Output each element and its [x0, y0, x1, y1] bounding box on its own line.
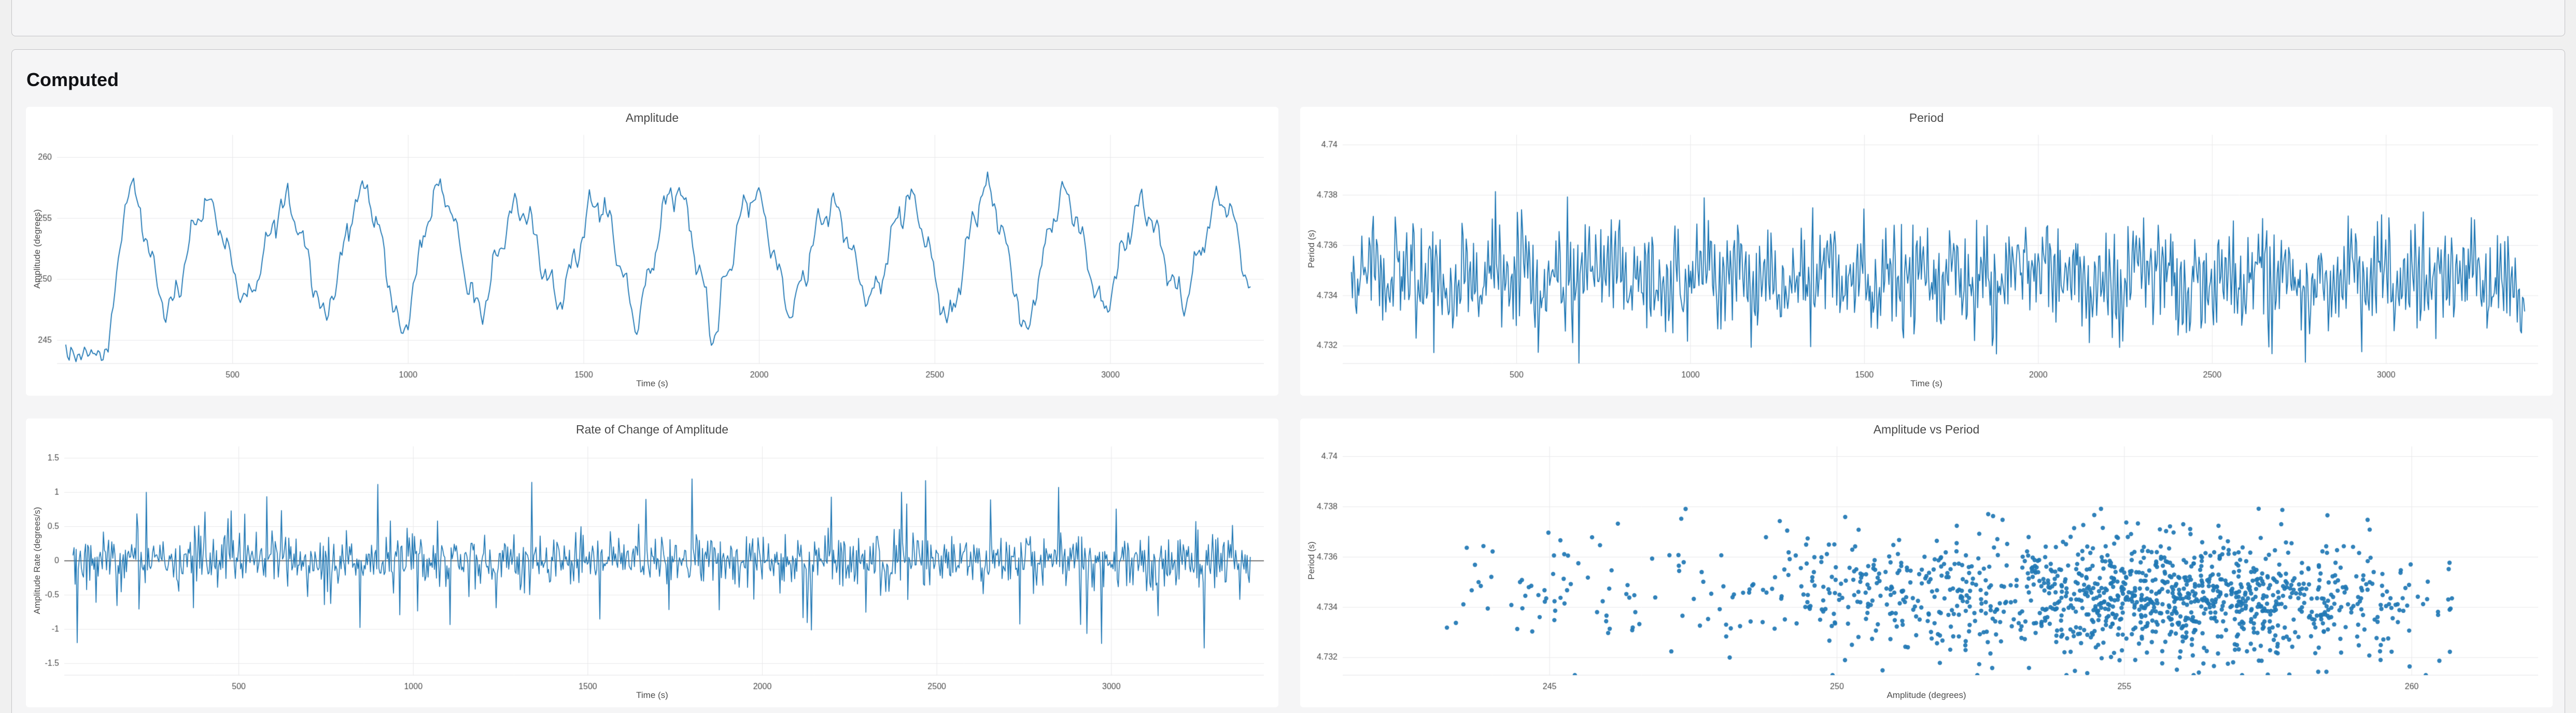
- chart-title-amplitude-rate: Rate of Change of Amplitude: [575, 423, 729, 436]
- chart-panel-amplitude-vs-period: Amplitude vs Period Period (s) Amplitude…: [1300, 418, 2553, 707]
- chart-panel-amplitude-rate: Rate of Change of Amplitude Amplitude Ra…: [26, 418, 1278, 707]
- chart-panel-amplitude: Amplitude Amplitude (degrees) Time (s): [26, 107, 1278, 396]
- x-axis-label-amplitude-rate: Time (s): [636, 690, 668, 700]
- y-axis-label-period: Period (s): [1306, 230, 1316, 268]
- previous-section-card: [11, 0, 2565, 36]
- chart-title-period: Period: [1909, 111, 1944, 124]
- x-axis-label-period: Time (s): [1910, 379, 1942, 388]
- chart-title-amplitude: Amplitude: [625, 111, 679, 124]
- y-axis-label-amplitude-vs-period: Period (s): [1306, 541, 1316, 580]
- amplitude-vs-period-chart-canvas[interactable]: [1300, 418, 2553, 707]
- x-axis-label-amplitude-vs-period: Amplitude (degrees): [1887, 690, 1966, 700]
- y-axis-label-amplitude-rate: Amplitude Rate (degrees/s): [32, 507, 42, 614]
- period-chart-canvas[interactable]: [1300, 107, 2553, 396]
- amplitude-chart-canvas[interactable]: [26, 107, 1278, 396]
- section-title: Computed: [26, 69, 119, 90]
- y-axis-label-amplitude: Amplitude (degrees): [32, 209, 42, 289]
- x-axis-label-amplitude: Time (s): [636, 379, 668, 388]
- amplitude-rate-chart-canvas[interactable]: [26, 418, 1278, 707]
- chart-panel-period: Period Period (s) Time (s): [1300, 107, 2553, 396]
- chart-title-amplitude-vs-period: Amplitude vs Period: [1873, 423, 1980, 436]
